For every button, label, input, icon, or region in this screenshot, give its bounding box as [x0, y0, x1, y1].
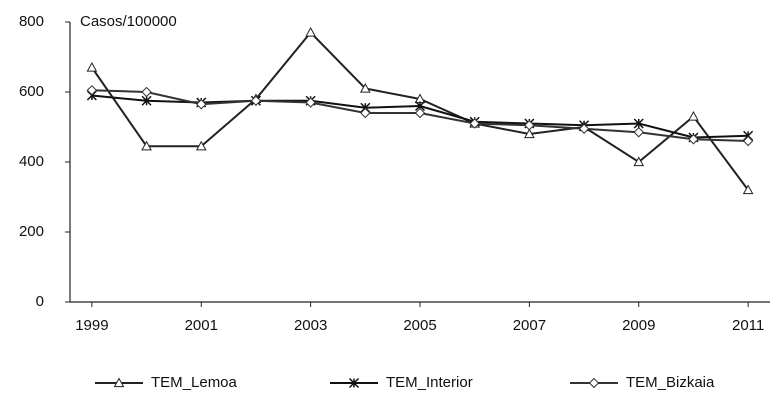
x-tick-label: 2011 [732, 317, 764, 334]
legend-label: TEM_Bizkaia [626, 374, 715, 391]
marker [524, 128, 535, 139]
marker [469, 118, 480, 129]
marker [359, 82, 371, 93]
marker [633, 127, 644, 138]
x-tick-label: 1999 [75, 317, 108, 334]
marker [588, 377, 600, 389]
marker [578, 123, 590, 134]
marker [360, 107, 371, 119]
x-tick-label: 2009 [622, 317, 655, 334]
y-tick-label: 400 [19, 153, 44, 170]
marker [195, 140, 207, 151]
x-tick-label: 2005 [403, 317, 436, 334]
marker [414, 107, 426, 119]
marker [305, 97, 316, 108]
marker [141, 95, 152, 106]
y-tick-label: 600 [19, 83, 44, 100]
marker [86, 85, 98, 96]
marker [688, 134, 699, 145]
marker [250, 95, 262, 106]
legend-label: TEM_Lemoa [151, 374, 238, 391]
marker [141, 140, 152, 151]
marker [633, 156, 645, 167]
marker [742, 184, 754, 195]
y-tick-label: 800 [19, 13, 44, 30]
marker [141, 86, 152, 98]
marker [348, 377, 360, 389]
marker [305, 26, 316, 37]
x-tick-label: 2007 [513, 317, 546, 334]
y-tick-label: 0 [36, 293, 44, 310]
marker [86, 61, 98, 72]
marker [633, 118, 644, 129]
y-axis-label: Casos/100000 [80, 13, 177, 30]
legend-label: TEM_Interior [386, 374, 473, 391]
marker [196, 99, 207, 110]
marker [113, 377, 125, 388]
x-tick-label: 2001 [185, 317, 218, 334]
y-tick-label: 200 [19, 223, 44, 240]
x-tick-label: 2003 [294, 317, 327, 334]
marker [688, 110, 699, 121]
marker [742, 135, 754, 147]
marker [524, 120, 535, 131]
